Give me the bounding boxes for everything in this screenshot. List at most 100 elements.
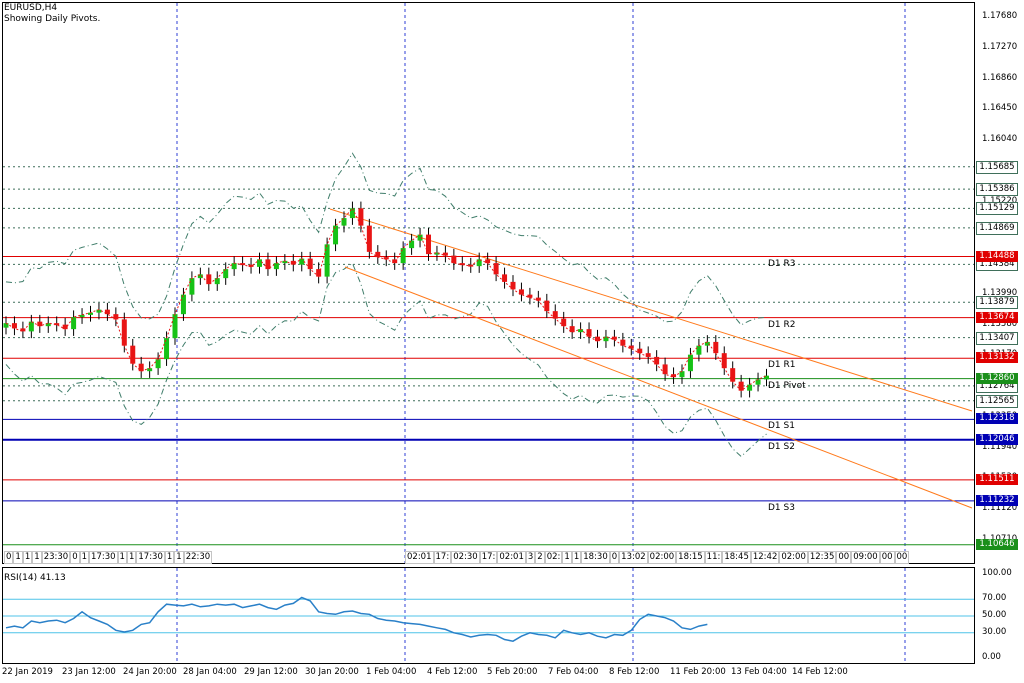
candle-body [687, 354, 693, 372]
pivot-badge-r3: 1.14488 [976, 250, 1018, 262]
candle-body [121, 319, 127, 346]
candle-body [603, 336, 609, 342]
time-strip-cell: 00 [894, 551, 910, 564]
time-strip-cell: 1 [174, 551, 184, 564]
time-strip-cell: 1 [32, 551, 42, 564]
candle-body [409, 240, 415, 249]
candle-body [383, 257, 389, 260]
time-strip-cell: 00 [879, 551, 895, 564]
rsi-tick-label: 0.00 [982, 652, 1001, 662]
candle-body [265, 259, 271, 270]
time-strip-cell: 17: [433, 551, 452, 564]
date-label: 11 Feb 20:00 [670, 667, 726, 677]
time-strip-cell: 17:30 [136, 551, 165, 564]
candle-body [273, 263, 279, 270]
date-label: 8 Feb 12:00 [609, 667, 660, 677]
candle-body [730, 368, 736, 382]
time-strip-cell: 13:02 [619, 551, 648, 564]
price-tick-label: 1.16860 [982, 72, 1018, 83]
pivot-badge-s2: 1.12046 [976, 433, 1018, 445]
level-badge: 1.13879 [976, 296, 1018, 310]
candle-body [248, 264, 254, 267]
candle-body [620, 339, 626, 346]
pivot-label-pivot: D1 Pivot [768, 380, 806, 391]
time-strip-cell: 00 [836, 551, 852, 564]
level-badge: 1.15129 [976, 202, 1018, 216]
candle-body [130, 345, 136, 364]
time-strip-cell: 23:30 [41, 551, 71, 564]
pivot-badge-extra_red: 1.11511 [976, 473, 1018, 485]
candle-body [88, 312, 93, 315]
candle-body [459, 263, 465, 266]
candle-body [62, 324, 68, 330]
candle-body [3, 323, 9, 328]
time-strip-cell: 09:00 [851, 551, 880, 564]
level-lines [3, 166, 974, 546]
candle-body [552, 311, 558, 319]
time-strip-cell: 12:35 [807, 551, 837, 564]
rsi-plot [3, 596, 974, 642]
candle-body [341, 218, 347, 226]
candle-body [71, 317, 77, 330]
candle-body [645, 353, 651, 357]
candle-body [713, 341, 719, 354]
time-strip-cell: 02:00 [647, 551, 677, 564]
indicator-note: Showing Daily Pivots. [4, 14, 101, 24]
candle-body [671, 374, 677, 378]
time-strip-cell: 18:15 [676, 551, 705, 564]
pivot-label-r1: D1 R1 [768, 360, 796, 371]
candle-body [172, 314, 178, 339]
price-tick-label: 1.17680 [982, 11, 1018, 21]
price-tick-label: 1.15220 [982, 195, 1018, 206]
candle-body [586, 329, 592, 337]
price-tick-label: 1.13580 [982, 318, 1018, 329]
rsi-tick-label: 30.00 [982, 626, 1007, 637]
candle-body [426, 234, 431, 255]
candle-body [231, 263, 237, 270]
date-label: 14 Feb 12:00 [792, 667, 848, 677]
rsi-tick-label: 50.00 [982, 610, 1007, 620]
candle-body [96, 309, 102, 313]
date-label: 29 Jan 12:00 [244, 667, 298, 677]
level-badge: 1.15386 [976, 183, 1018, 197]
rsi-tick-label: 100.00 [982, 568, 1012, 578]
time-strip-cell: 0 [609, 551, 620, 564]
candle-body [417, 234, 423, 241]
candle-body [679, 371, 685, 378]
candle-body [493, 263, 499, 275]
price-tick-label: 1.11940 [982, 441, 1018, 452]
candle-body [535, 297, 541, 301]
price-tick-label: 1.16450 [982, 103, 1018, 114]
level-badge: 1.15685 [976, 160, 1018, 174]
level-badge: 1.12565 [976, 394, 1018, 408]
candle-body [257, 259, 262, 267]
candle-body [324, 244, 330, 277]
pivot-label-r3: D1 R3 [768, 258, 796, 269]
price-channel [329, 208, 973, 509]
time-strip-cell: 11: [704, 551, 723, 564]
pivot-label-s2: D1 S2 [768, 441, 795, 452]
candle-body [561, 318, 567, 327]
time-strip-cell: 1 [22, 551, 33, 564]
envelope-bands [5, 152, 767, 458]
candle-body [518, 289, 524, 295]
pivot-badge-r1: 1.13132 [976, 352, 1018, 364]
channel-upper-line [329, 208, 973, 412]
candle-body [485, 259, 491, 264]
candle-body [366, 225, 372, 252]
candle-body [164, 338, 170, 360]
rsi-tick-label: 70.00 [982, 593, 1007, 604]
date-label: 13 Feb 04:00 [731, 667, 787, 677]
upper-band [5, 152, 767, 326]
candle-body [28, 321, 34, 332]
symbol-title: EURUSD,H4 [4, 3, 58, 13]
candle-body [11, 323, 17, 329]
time-strip-cell: 18:45 [722, 551, 751, 564]
time-strip-cell: 02:01 [497, 551, 526, 564]
pivot-badge-s1: 1.12318 [976, 413, 1018, 425]
rsi-pane-frame [2, 567, 975, 664]
candle-body [704, 341, 710, 346]
price-tick-label: 1.13990 [982, 287, 1018, 298]
